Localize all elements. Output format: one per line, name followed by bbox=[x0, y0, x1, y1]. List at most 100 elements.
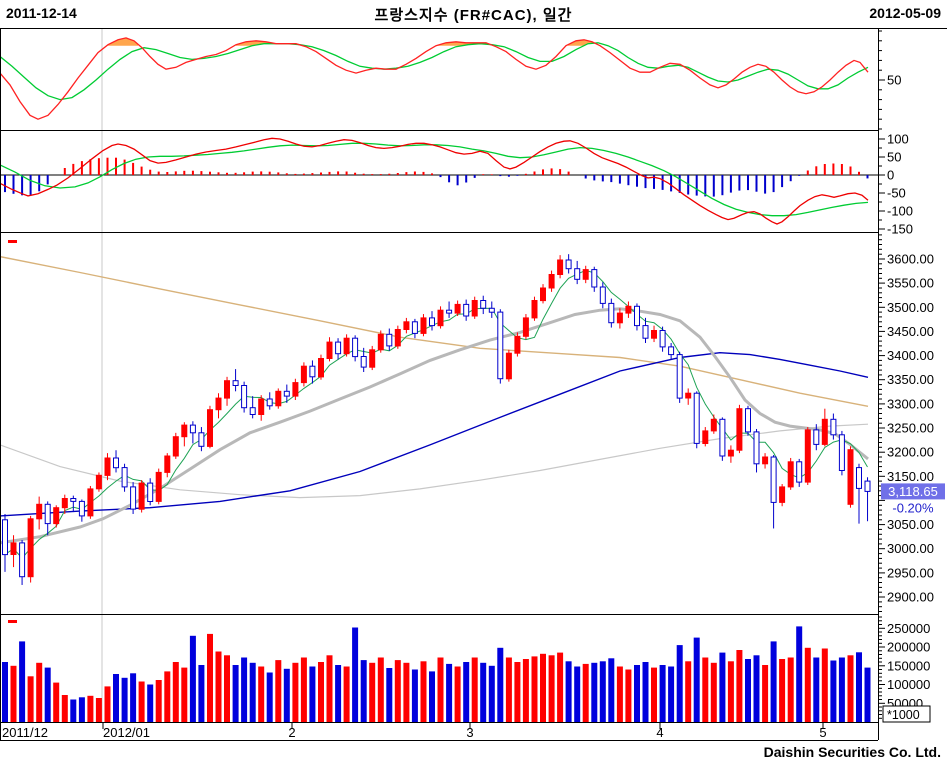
candle-up bbox=[224, 380, 230, 399]
broker-name: Daishin Securities Co. Ltd. bbox=[763, 744, 941, 760]
volume-bar bbox=[275, 660, 282, 722]
volume-bar bbox=[787, 657, 794, 722]
macd-signal-line bbox=[0, 142, 869, 217]
macd-histogram-bar bbox=[294, 173, 297, 175]
volume-bar bbox=[318, 662, 324, 722]
y-axis-label: 3500.00 bbox=[887, 300, 934, 315]
candle-down bbox=[44, 503, 51, 525]
candle-down bbox=[266, 398, 273, 407]
macd-histogram-bar bbox=[712, 175, 715, 197]
candle-down bbox=[463, 303, 470, 317]
macd-histogram-bar bbox=[738, 175, 741, 191]
volume-bar bbox=[164, 671, 171, 722]
ma20-thick-gray-line bbox=[0, 307, 869, 545]
macd-histogram-bar bbox=[764, 175, 767, 194]
volume-bar bbox=[87, 695, 94, 723]
candle-up bbox=[181, 424, 188, 438]
volume-bar bbox=[454, 666, 461, 722]
candle-down bbox=[634, 305, 640, 327]
y-axis-label: 3600.00 bbox=[887, 252, 934, 267]
y-axis-label: -150 bbox=[887, 222, 913, 237]
y-axis-label: 3050.00 bbox=[887, 517, 934, 532]
candle-up bbox=[53, 507, 60, 525]
volume-bar bbox=[727, 661, 734, 723]
y-axis-label: 0 bbox=[887, 168, 894, 183]
y-axis-label: 100000 bbox=[887, 677, 930, 692]
candle-up bbox=[710, 418, 717, 432]
volume-bar bbox=[352, 627, 359, 722]
volume-bar bbox=[616, 666, 623, 722]
candle-down bbox=[599, 286, 606, 304]
volume-unit-label: *1000 bbox=[887, 708, 920, 722]
volume-bar bbox=[130, 673, 137, 723]
macd-histogram-bar bbox=[123, 159, 126, 175]
volume-bar bbox=[172, 662, 179, 722]
panel-volume[interactable] bbox=[0, 620, 878, 723]
candle-up bbox=[702, 430, 709, 444]
volume-bar bbox=[386, 668, 393, 722]
macd-histogram-bar bbox=[482, 174, 485, 175]
candle-up bbox=[540, 287, 546, 302]
macd-histogram-bar bbox=[106, 157, 109, 175]
candle-down bbox=[249, 407, 256, 416]
macd-histogram-bar bbox=[439, 175, 442, 178]
candle-up bbox=[87, 488, 94, 517]
candle-down bbox=[189, 424, 196, 434]
macd-histogram-bar bbox=[473, 175, 476, 178]
candle-down bbox=[411, 321, 418, 334]
panel-price-candles[interactable] bbox=[0, 240, 871, 585]
candle-up bbox=[787, 461, 794, 488]
volume-bar bbox=[266, 672, 273, 722]
last-price-box bbox=[881, 483, 945, 500]
macd-histogram-bar bbox=[524, 173, 527, 175]
chart-canvas[interactable]: 50 100 50 0 -50 -100 -150 3600.00 3550.00 3500.00… bbox=[0, 28, 947, 742]
volume-bar bbox=[574, 666, 581, 722]
volume-bar bbox=[241, 657, 248, 722]
panel-oscillator[interactable] bbox=[0, 37, 869, 120]
candle-up bbox=[514, 335, 521, 354]
panel-macd[interactable] bbox=[0, 137, 878, 225]
chart-header: 2011-12-14 프랑스지수 (FR#CAC), 일간 2012-05-09 bbox=[0, 0, 947, 28]
macd-histogram-bar bbox=[354, 172, 357, 175]
volume-bar bbox=[591, 662, 598, 723]
volume-bar bbox=[719, 652, 726, 722]
macd-histogram-bar bbox=[174, 171, 177, 175]
candle-up bbox=[326, 341, 333, 360]
volume-bar bbox=[309, 666, 316, 722]
macd-histogram-bar bbox=[140, 166, 143, 175]
volume-bar bbox=[676, 645, 683, 722]
volume-bar bbox=[292, 662, 299, 723]
macd-histogram-bar bbox=[46, 175, 49, 185]
volume-bar bbox=[838, 657, 845, 722]
y-axis-label: 2950.00 bbox=[887, 565, 934, 580]
macd-histogram-bar bbox=[490, 174, 493, 175]
volume-bar bbox=[702, 657, 709, 722]
volume-bar bbox=[770, 641, 777, 722]
y-axis-label: 250000 bbox=[887, 621, 930, 636]
candle-down bbox=[19, 542, 26, 578]
x-axis-label: 2 bbox=[288, 725, 295, 740]
candle-up bbox=[548, 274, 555, 289]
oscillator-slow-line bbox=[0, 42, 869, 101]
candle-up bbox=[164, 455, 171, 473]
volume-bar bbox=[608, 658, 615, 723]
y-axis-label: 50 bbox=[887, 73, 901, 88]
macd-histogram-bar bbox=[4, 175, 6, 193]
macd-histogram-bar bbox=[388, 173, 391, 175]
volume-bar bbox=[437, 657, 444, 722]
macd-histogram-bar bbox=[584, 175, 587, 179]
ma120-tan-line bbox=[0, 255, 869, 407]
ma60-blue-line bbox=[0, 351, 869, 517]
candle-up bbox=[138, 482, 145, 510]
volume-bar bbox=[557, 652, 564, 722]
candle-up bbox=[651, 330, 657, 339]
volume-bar bbox=[70, 699, 77, 722]
y-axis-label: 3550.00 bbox=[887, 276, 934, 291]
candle-up bbox=[727, 449, 734, 457]
macd-histogram-bar bbox=[285, 173, 288, 175]
macd-histogram-bar bbox=[302, 173, 305, 175]
macd-histogram-bar bbox=[422, 171, 425, 175]
macd-histogram-bar bbox=[320, 172, 322, 175]
macd-histogram-bar bbox=[806, 170, 809, 175]
candle-down bbox=[668, 346, 675, 356]
